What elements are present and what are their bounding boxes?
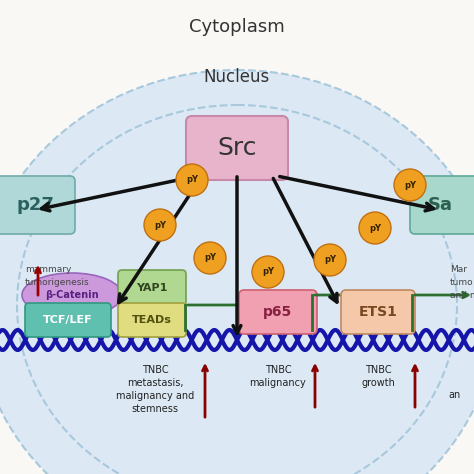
Text: pY: pY	[324, 255, 336, 264]
Text: p27: p27	[16, 196, 54, 214]
FancyBboxPatch shape	[410, 176, 474, 234]
Text: stemness: stemness	[131, 404, 179, 414]
Text: malignancy: malignancy	[250, 378, 306, 388]
Text: Src: Src	[217, 136, 257, 160]
Text: Sa: Sa	[428, 196, 453, 214]
Circle shape	[359, 212, 391, 244]
Text: pY: pY	[369, 224, 381, 233]
FancyBboxPatch shape	[0, 176, 75, 234]
Circle shape	[194, 242, 226, 274]
FancyBboxPatch shape	[118, 303, 186, 337]
Text: metastasis,: metastasis,	[127, 378, 183, 388]
Text: Nucleus: Nucleus	[204, 68, 270, 86]
Text: β-Catenin: β-Catenin	[45, 290, 99, 300]
Circle shape	[314, 244, 346, 276]
Text: pY: pY	[204, 254, 216, 263]
Text: TNBC: TNBC	[365, 365, 392, 375]
Text: mammary: mammary	[25, 265, 72, 274]
Text: p65: p65	[264, 305, 292, 319]
Text: an: an	[449, 390, 461, 400]
Text: TEADs: TEADs	[132, 315, 172, 325]
FancyBboxPatch shape	[239, 290, 317, 334]
Text: Mar: Mar	[450, 265, 467, 274]
Circle shape	[144, 209, 176, 241]
FancyBboxPatch shape	[118, 270, 186, 306]
Ellipse shape	[17, 105, 457, 474]
Text: tumorigenesis: tumorigenesis	[25, 278, 90, 287]
Circle shape	[176, 164, 208, 196]
Ellipse shape	[0, 70, 474, 474]
FancyBboxPatch shape	[25, 303, 111, 337]
Text: growth: growth	[361, 378, 395, 388]
Text: malignancy and: malignancy and	[116, 391, 194, 401]
Text: TCF/LEF: TCF/LEF	[43, 315, 93, 325]
Text: pY: pY	[262, 267, 274, 276]
Text: tumo: tumo	[450, 278, 474, 287]
Ellipse shape	[22, 273, 122, 317]
Text: Cytoplasm: Cytoplasm	[189, 18, 285, 36]
Text: pY: pY	[186, 175, 198, 184]
Circle shape	[394, 169, 426, 201]
FancyBboxPatch shape	[186, 116, 288, 180]
FancyBboxPatch shape	[341, 290, 415, 334]
Text: and m: and m	[450, 291, 474, 300]
Text: ETS1: ETS1	[358, 305, 397, 319]
Text: TNBC: TNBC	[142, 365, 168, 375]
Circle shape	[252, 256, 284, 288]
Text: YAP1: YAP1	[137, 283, 168, 293]
Text: pY: pY	[404, 181, 416, 190]
Text: TNBC: TNBC	[264, 365, 292, 375]
Text: pY: pY	[154, 220, 166, 229]
